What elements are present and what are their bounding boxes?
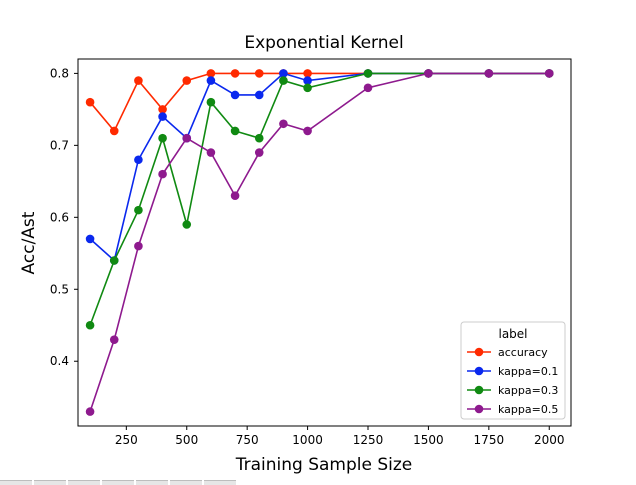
data-point [230, 191, 240, 201]
data-point [303, 69, 312, 78]
data-point [254, 90, 264, 100]
chart-title: Exponential Kernel [244, 33, 403, 53]
x-tick-label: 1500 [413, 433, 444, 447]
x-tick-label: 500 [175, 433, 198, 447]
data-point [85, 234, 95, 244]
data-point [544, 69, 554, 78]
data-point [254, 133, 264, 143]
taskbar-slot [102, 480, 134, 485]
data-point [134, 241, 143, 251]
legend-label: kappa=0.1 [498, 365, 558, 378]
data-point [158, 169, 167, 179]
legend-marker [474, 366, 484, 376]
data-point [206, 76, 216, 85]
y-tick-label: 0.6 [50, 210, 69, 224]
legend-box [460, 321, 566, 420]
data-point [363, 69, 373, 78]
data-point [206, 97, 216, 107]
data-point [279, 69, 288, 78]
x-tick-label: 750 [236, 433, 259, 447]
data-point [85, 407, 95, 416]
data-point [230, 69, 240, 78]
data-point [109, 335, 119, 344]
data-point [182, 133, 192, 143]
y-tick-label: 0.5 [50, 282, 69, 296]
series-kappa-0-3 [85, 69, 554, 330]
taskbar-slot [204, 480, 236, 485]
data-point [182, 76, 192, 85]
x-axis-title: Training Sample Size [235, 455, 413, 475]
x-tick-label: 2000 [534, 433, 565, 447]
legend: label accuracy kappa=0.1 kappa=0.3 kappa=0.… [460, 321, 566, 420]
data-point [424, 69, 433, 78]
legend-label: kappa=0.3 [498, 384, 558, 397]
y-tick-label: 0.4 [50, 354, 69, 368]
data-point [134, 205, 143, 215]
series-kappa-0-1 [85, 69, 554, 265]
legend-title: label [498, 327, 527, 341]
legend-label: accuracy [498, 346, 548, 359]
data-point [109, 126, 119, 136]
data-point [363, 83, 373, 93]
data-point [230, 126, 240, 136]
data-point [158, 133, 167, 143]
y-axis: 0.4 0.5 0.6 0.7 0.8 [50, 66, 78, 368]
taskbar-slot [0, 480, 32, 485]
x-axis: 250 500 750 1000 1250 1500 1750 2000 [115, 426, 565, 447]
data-point [109, 256, 119, 265]
data-point [85, 97, 95, 107]
series-line [89, 72, 550, 262]
taskbar-slot [34, 480, 66, 485]
series-line [89, 72, 550, 326]
data-point [303, 83, 312, 93]
data-point [303, 76, 312, 85]
series-kappa-0-5 [85, 69, 554, 416]
data-point [254, 148, 264, 157]
data-point [279, 76, 288, 85]
y-axis-title: Acc/Ast [19, 211, 39, 274]
data-point [134, 155, 143, 165]
series-layer [85, 69, 554, 416]
data-point [206, 69, 216, 78]
taskbar-slot [68, 480, 100, 485]
legend-marker [474, 404, 484, 414]
data-point [85, 320, 95, 330]
x-tick-label: 1250 [353, 433, 384, 447]
taskbar-slot [136, 480, 168, 485]
data-point [134, 76, 143, 85]
x-tick-label: 1750 [474, 433, 505, 447]
data-point [303, 126, 312, 136]
series-line [89, 72, 550, 412]
taskbar-slot [170, 480, 202, 485]
x-tick-label: 250 [115, 433, 138, 447]
data-point [158, 105, 167, 114]
legend-label: kappa=0.5 [498, 403, 558, 416]
legend-marker [474, 347, 484, 357]
taskbar-strip [0, 480, 240, 485]
data-point [279, 119, 288, 129]
data-point [206, 148, 216, 157]
plot-frame [77, 58, 572, 427]
data-point [230, 90, 240, 100]
data-point [158, 112, 167, 121]
x-tick-label: 1000 [292, 433, 323, 447]
legend-marker [474, 385, 484, 395]
legend-entries: accuracy kappa=0.1 kappa=0.3 kappa=0.5 [467, 346, 558, 416]
data-point [484, 69, 494, 78]
y-tick-label: 0.8 [50, 66, 69, 80]
data-point [182, 220, 192, 229]
data-point [254, 69, 264, 78]
y-tick-label: 0.7 [50, 138, 69, 152]
